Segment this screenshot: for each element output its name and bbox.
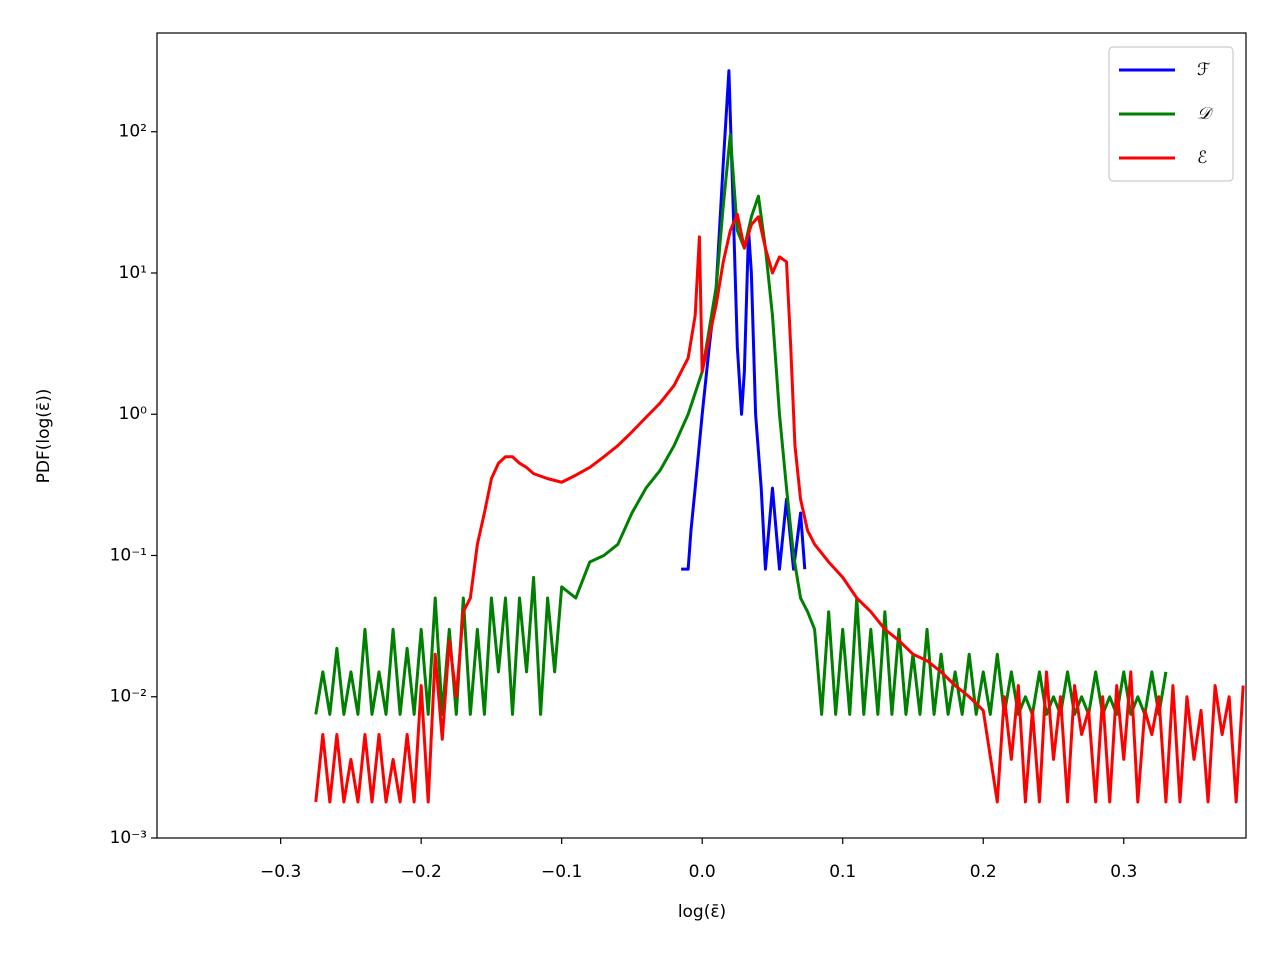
x-tick-label: 0.2: [970, 862, 997, 882]
y-tick-label: 10⁻³: [110, 828, 147, 848]
x-tick-label: 0.1: [829, 862, 856, 882]
legend-label: ℱ: [1197, 60, 1210, 80]
series-line: [314, 133, 1168, 716]
x-tick-label: 0.3: [1110, 862, 1137, 882]
legend-label: 𝒟: [1197, 104, 1214, 124]
legend-label: ℰ: [1197, 148, 1207, 168]
series-line: [681, 69, 807, 571]
y-tick-label: 10¹: [119, 263, 147, 283]
y-tick-label: 10⁰: [119, 404, 148, 424]
y-tick-label: 10⁻¹: [110, 545, 147, 565]
x-tick-label: −0.1: [541, 862, 582, 882]
x-tick-label: −0.2: [401, 862, 442, 882]
y-tick-label: 10²: [119, 122, 147, 142]
x-axis-label: log(ε̄): [678, 902, 726, 922]
y-axis-label: PDF(log(ε̄)): [34, 389, 54, 484]
plot-lines: [314, 69, 1245, 804]
plot-frame: [156, 32, 1247, 839]
series-line: [314, 212, 1245, 804]
x-tick-label: 0.0: [689, 862, 716, 882]
y-tick-label: 10⁻²: [110, 687, 147, 707]
x-tick-label: −0.3: [260, 862, 301, 882]
